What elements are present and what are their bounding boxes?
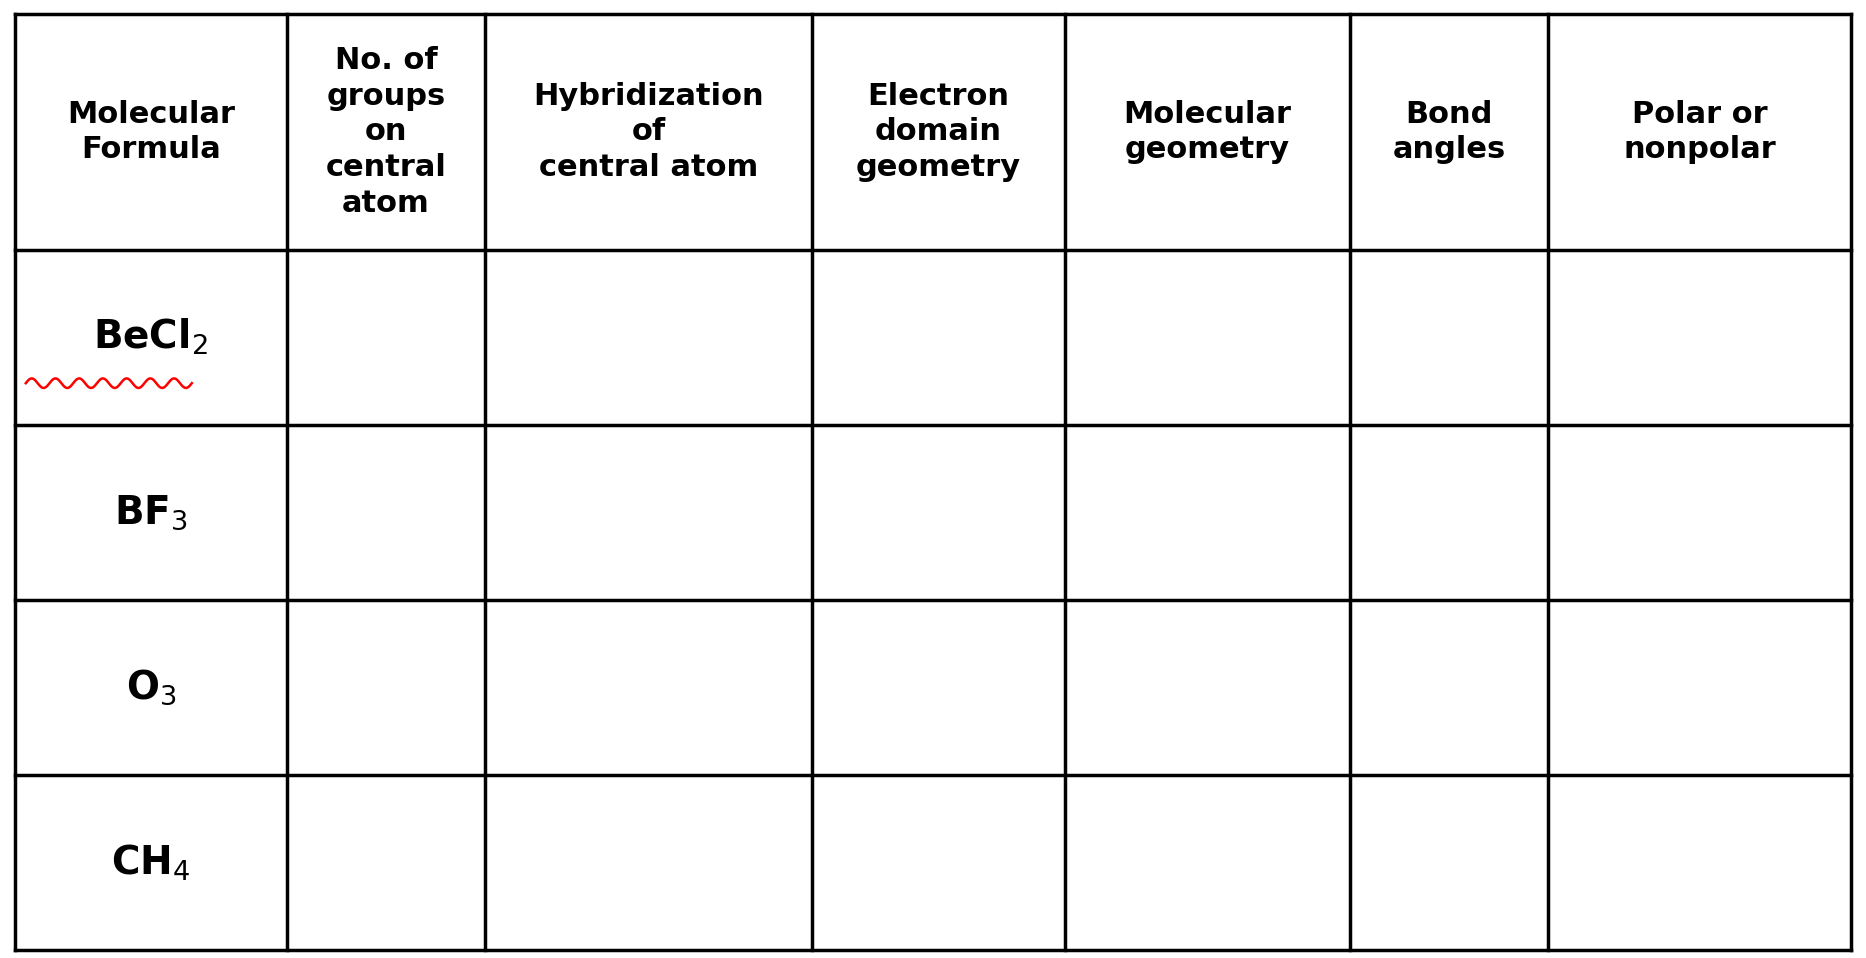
Text: Electron
domain
geometry: Electron domain geometry [856, 81, 1021, 182]
Text: BF$_3$: BF$_3$ [114, 493, 188, 532]
Text: CH$_4$: CH$_4$ [112, 843, 190, 883]
Text: Molecular
geometry: Molecular geometry [1123, 100, 1291, 165]
Text: Hybridization
of
central atom: Hybridization of central atom [534, 81, 763, 182]
Text: No. of
groups
on
central
atom: No. of groups on central atom [325, 46, 446, 218]
Text: Molecular
Formula: Molecular Formula [67, 100, 235, 165]
Text: O$_3$: O$_3$ [125, 668, 175, 707]
Text: BeCl$_2$: BeCl$_2$ [93, 317, 209, 357]
Text: Polar or
nonpolar: Polar or nonpolar [1623, 100, 1776, 165]
Text: Bond
angles: Bond angles [1392, 100, 1506, 165]
